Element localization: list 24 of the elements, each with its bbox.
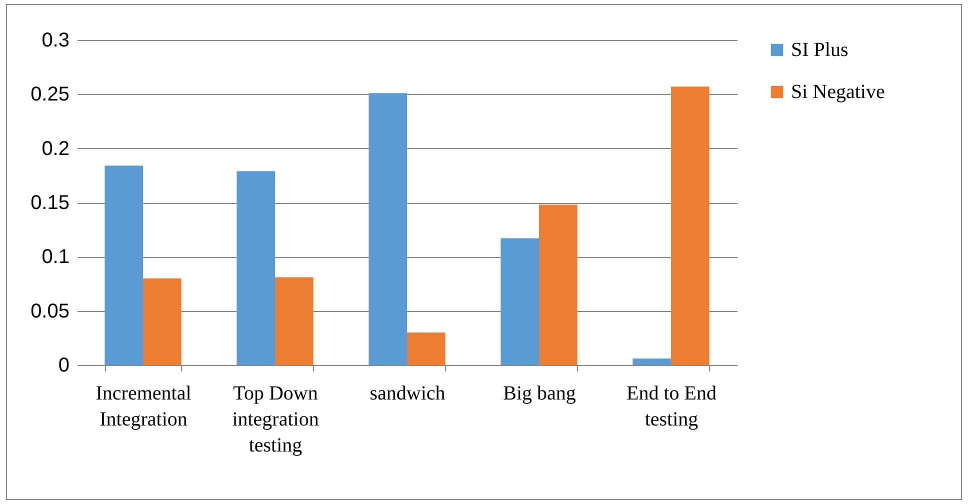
y-tick-label: 0.1	[42, 246, 70, 268]
bar	[368, 93, 407, 365]
y-tick-label: 0.15	[30, 192, 70, 214]
x-tick-label: Top Down integration testing	[232, 382, 319, 456]
bar	[539, 204, 578, 365]
x-tick-label: Big bang	[503, 382, 576, 404]
bar	[671, 86, 710, 365]
bar	[632, 358, 671, 365]
y-tick-label: 0.3	[42, 30, 70, 52]
bar	[236, 171, 275, 365]
bar	[500, 238, 539, 365]
x-tick-label: Incremental Integration	[96, 382, 192, 430]
y-tick-label: 0.05	[30, 300, 70, 322]
x-tick-label: End to End testing	[626, 382, 716, 430]
legend-label: Si Negative	[791, 81, 885, 103]
y-tick-label: 0.25	[30, 84, 70, 106]
bar	[407, 332, 446, 365]
bar	[275, 277, 314, 365]
legend-label: SI Plus	[791, 39, 848, 61]
x-tick-label: sandwich	[370, 382, 446, 404]
bar	[104, 166, 143, 365]
y-tick-label: 0	[58, 354, 70, 376]
bar	[143, 278, 182, 365]
y-tick-label: 0.2	[42, 138, 70, 160]
